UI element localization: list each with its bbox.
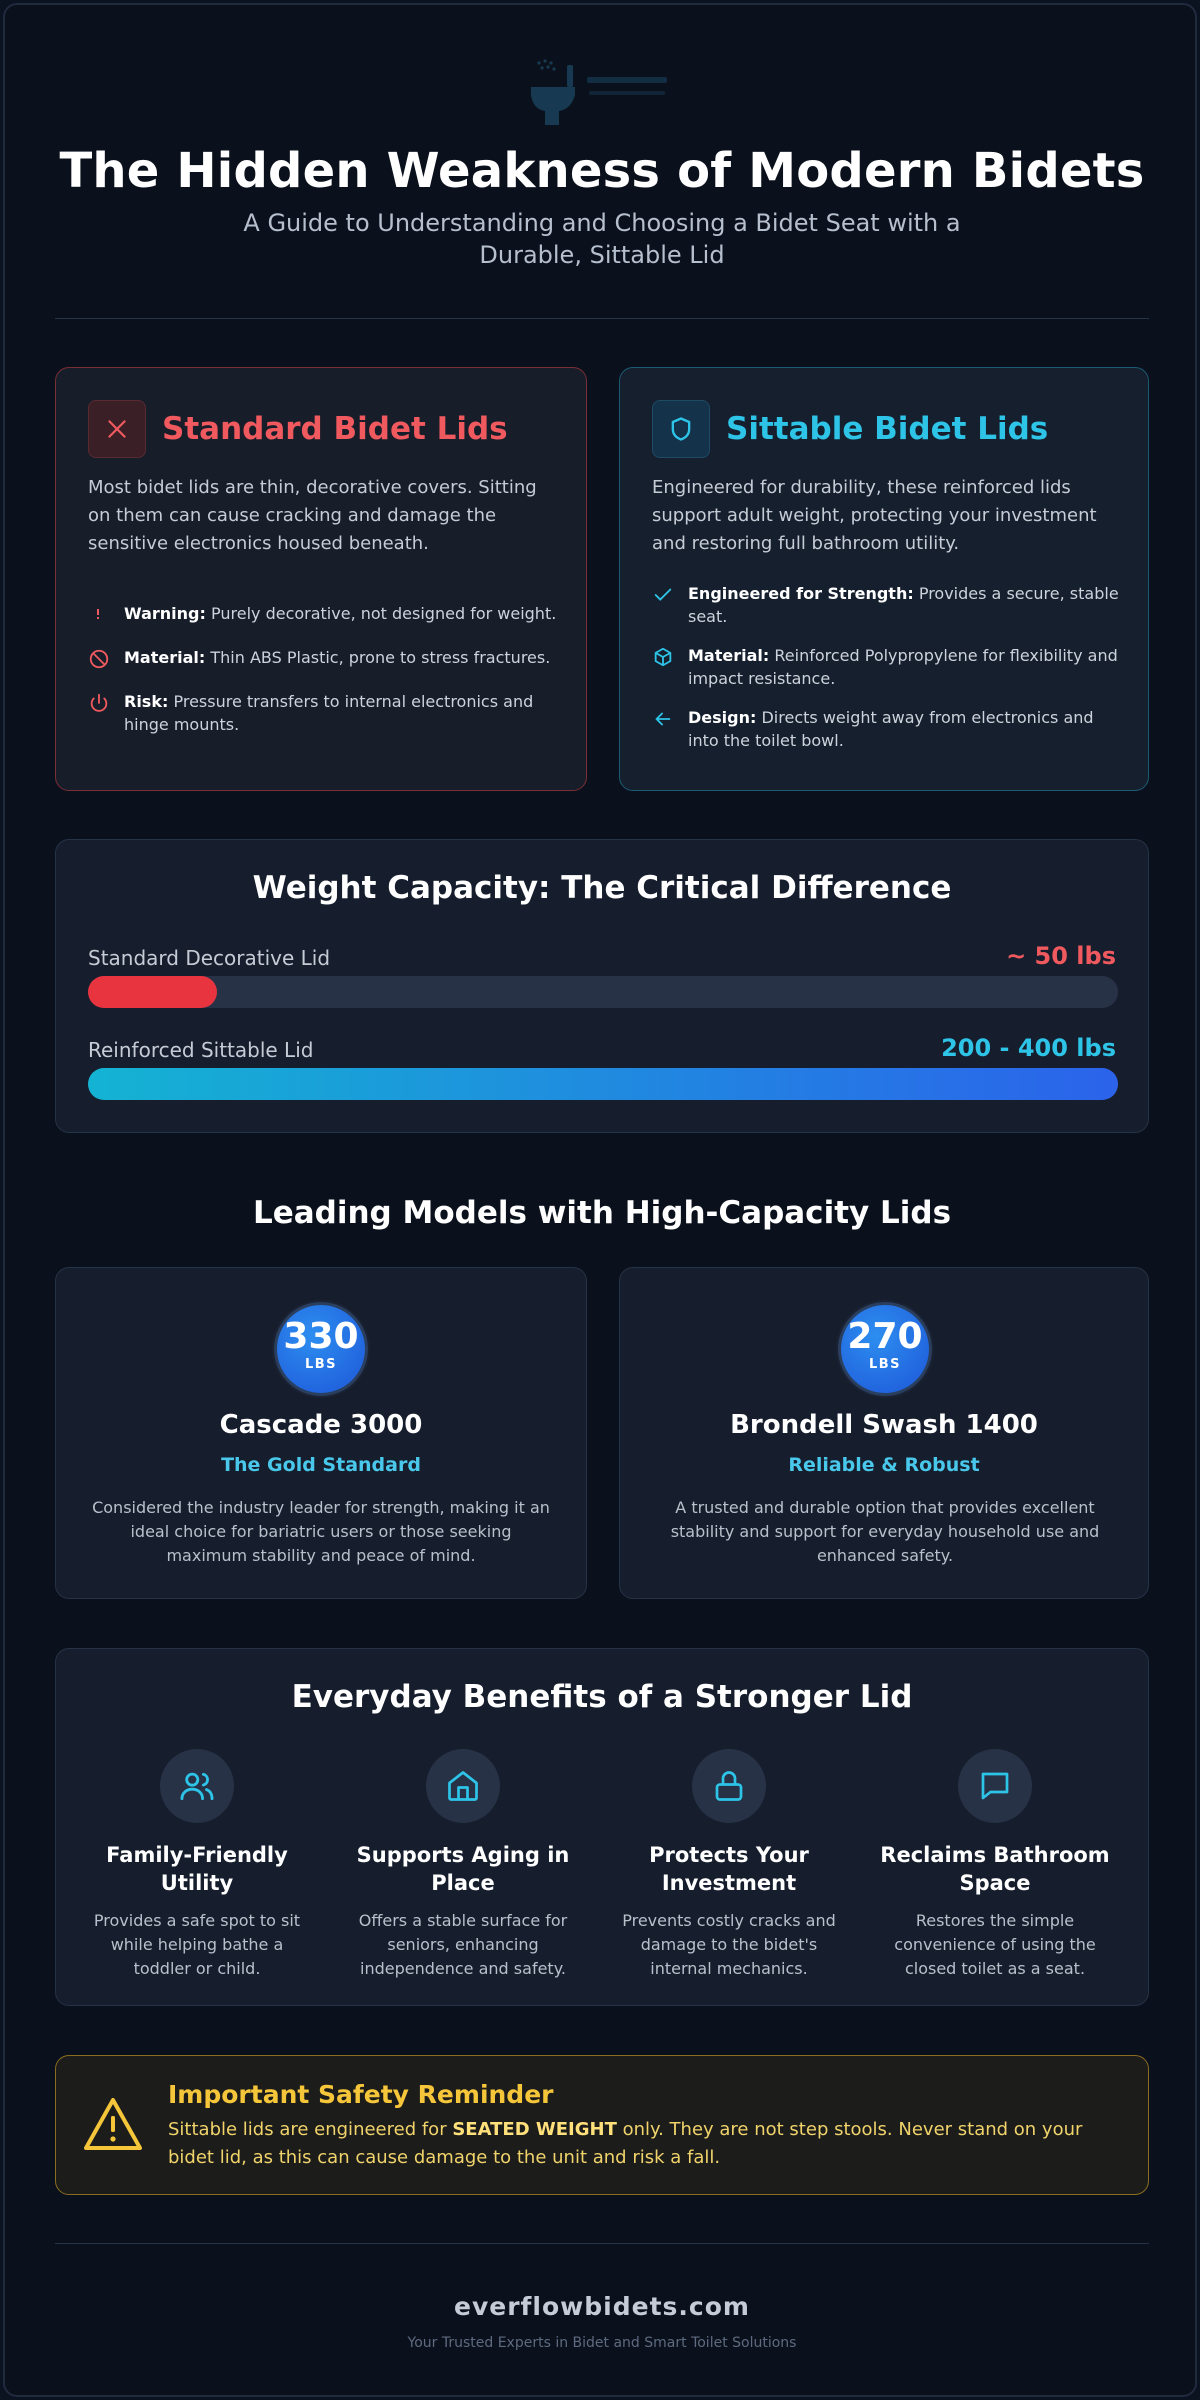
shield-icon	[652, 400, 710, 458]
exclamation-icon	[88, 602, 124, 630]
lock-icon	[692, 1749, 766, 1823]
standard-bar-label: Standard Decorative Lid	[88, 946, 331, 970]
model-name: Brondell Swash 1400	[730, 1410, 1038, 1440]
capacity-badge: 330 LBS	[274, 1302, 368, 1396]
sittable-lid-title: Sittable Bidet Lids	[726, 411, 1049, 447]
benefit-space: Reclaims Bathroom Space Restores the sim…	[880, 1749, 1110, 1981]
model-tagline: The Gold Standard	[221, 1454, 421, 1476]
model-card-brondell: 270 LBS Brondell Swash 1400 Reliable & R…	[619, 1267, 1149, 1599]
footer-website-link[interactable]: everflowbidets.com	[454, 2292, 750, 2321]
infographic-page: The Hidden Weakness of Modern Bidets A G…	[3, 3, 1197, 2397]
safety-reminder: Important Safety Reminder Sittable lids …	[55, 2055, 1149, 2195]
power-icon	[88, 690, 124, 718]
header-divider	[55, 318, 1149, 319]
benefit-investment: Protects Your Investment Prevents costly…	[614, 1749, 844, 1981]
sittable-bar-value: 200 - 400 lbs	[941, 1034, 1116, 1062]
model-description: A trusted and durable option that provid…	[670, 1498, 1100, 1565]
sittable-lid-card: Sittable Bidet Lids Engineered for durab…	[619, 367, 1149, 791]
standard-bar-track	[88, 976, 1118, 1008]
standard-feature-warning: Warning: Purely decorative, not designed…	[88, 602, 558, 630]
model-description: Considered the industry leader for stren…	[92, 1498, 550, 1565]
capacity-badge: 270 LBS	[838, 1302, 932, 1396]
sittable-feature-design: Design: Directs weight away from electro…	[652, 706, 1122, 752]
sittable-bar-track	[88, 1068, 1118, 1100]
brand-logo-icon	[531, 59, 667, 125]
arrow-left-icon	[652, 706, 688, 734]
benefits-title: Everyday Benefits of a Stronger Lid	[291, 1679, 913, 1715]
cube-icon	[652, 644, 688, 672]
check-icon	[652, 582, 688, 610]
models-title: Leading Models with High-Capacity Lids	[252, 1195, 952, 1231]
sittable-bar-label: Reinforced Sittable Lid	[88, 1038, 314, 1062]
users-icon	[160, 1749, 234, 1823]
model-name: Cascade 3000	[219, 1410, 423, 1440]
standard-lid-card: Standard Bidet Lids Most bidet lids are …	[55, 367, 587, 791]
x-icon	[88, 400, 146, 458]
sittable-feature-material: Material: Reinforced Polypropylene for f…	[652, 644, 1122, 690]
standard-bar-value: ~ 50 lbs	[1006, 942, 1116, 970]
standard-feature-risk: Risk: Pressure transfers to internal ele…	[88, 690, 558, 736]
home-icon	[426, 1749, 500, 1823]
standard-lid-title: Standard Bidet Lids	[162, 411, 508, 447]
standard-bar-fill	[88, 976, 217, 1008]
chat-icon	[958, 1749, 1032, 1823]
standard-lid-description: Most bidet lids are thin, decorative cov…	[88, 477, 537, 554]
safety-title: Important Safety Reminder	[168, 2080, 554, 2109]
warning-triangle-icon	[84, 2098, 142, 2150]
model-card-cascade: 330 LBS Cascade 3000 The Gold Standard C…	[55, 1267, 587, 1599]
benefit-family: Family-Friendly Utility Provides a safe …	[82, 1749, 312, 1981]
page-subtitle: A Guide to Understanding and Choosing a …	[243, 209, 961, 269]
safety-text: Sittable lids are engineered for SEATED …	[168, 2119, 1083, 2168]
model-tagline: Reliable & Robust	[788, 1454, 980, 1476]
sittable-bar-fill	[88, 1068, 1118, 1100]
page-title: The Hidden Weakness of Modern Bidets	[59, 143, 1145, 199]
weight-capacity-title: Weight Capacity: The Critical Difference	[252, 870, 952, 906]
footer-divider	[55, 2243, 1149, 2244]
benefit-aging: Supports Aging in Place Offers a stable …	[348, 1749, 578, 1981]
weight-capacity-section: Weight Capacity: The Critical Difference…	[55, 839, 1149, 1133]
standard-feature-material: Material: Thin ABS Plastic, prone to str…	[88, 646, 558, 674]
ban-icon	[88, 646, 124, 674]
sittable-feature-strength: Engineered for Strength: Provides a secu…	[652, 582, 1122, 628]
footer-tagline: Your Trusted Experts in Bidet and Smart …	[407, 2335, 797, 2351]
benefits-section: Everyday Benefits of a Stronger Lid Fami…	[55, 1648, 1149, 2006]
sittable-lid-description: Engineered for durability, these reinfor…	[652, 477, 1097, 554]
